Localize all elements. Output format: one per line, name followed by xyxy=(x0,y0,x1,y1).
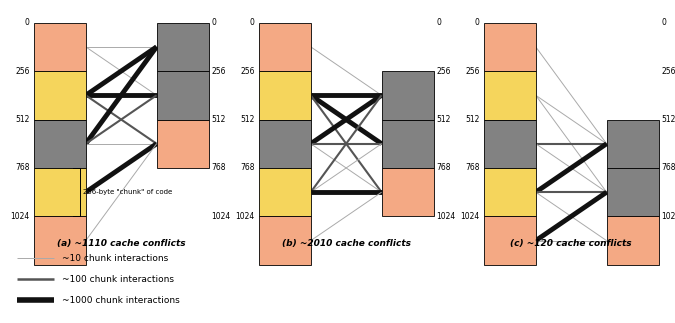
Text: 0: 0 xyxy=(662,18,666,27)
Text: (a) ~1110 cache conflicts: (a) ~1110 cache conflicts xyxy=(57,239,186,248)
Text: 0: 0 xyxy=(211,18,216,27)
Text: 0: 0 xyxy=(436,18,441,27)
Bar xyxy=(607,120,659,168)
Text: (c) ~120 cache conflicts: (c) ~120 cache conflicts xyxy=(510,239,632,248)
Text: 768: 768 xyxy=(465,163,480,172)
Bar xyxy=(157,23,209,71)
Bar xyxy=(259,71,310,120)
Text: 1024: 1024 xyxy=(436,212,456,221)
Bar xyxy=(607,216,659,265)
Text: 256-byte "chunk" of code: 256-byte "chunk" of code xyxy=(83,189,173,195)
Bar xyxy=(34,168,86,216)
Bar xyxy=(484,23,536,71)
Bar xyxy=(381,71,433,120)
Bar xyxy=(484,168,536,216)
Bar xyxy=(484,71,536,120)
Text: 1024: 1024 xyxy=(662,212,675,221)
Text: 256: 256 xyxy=(211,67,225,76)
Text: 0: 0 xyxy=(250,18,254,27)
Text: ~10 chunk interactions: ~10 chunk interactions xyxy=(62,254,168,263)
Text: 768: 768 xyxy=(211,163,225,172)
Text: 256: 256 xyxy=(465,67,480,76)
Text: 512: 512 xyxy=(16,115,30,124)
Text: 512: 512 xyxy=(211,115,225,124)
Bar xyxy=(34,23,86,71)
Text: 256: 256 xyxy=(436,67,451,76)
Text: 512: 512 xyxy=(662,115,675,124)
Text: 1024: 1024 xyxy=(460,212,480,221)
Bar xyxy=(157,120,209,168)
Text: 768: 768 xyxy=(662,163,675,172)
Text: 256: 256 xyxy=(16,67,30,76)
Bar xyxy=(34,120,86,168)
Bar xyxy=(607,168,659,216)
Text: Function A: Function A xyxy=(481,0,539,2)
Text: 1024: 1024 xyxy=(211,212,231,221)
Bar xyxy=(484,120,536,168)
Text: 512: 512 xyxy=(465,115,480,124)
Text: Function B: Function B xyxy=(379,0,437,2)
Text: 0: 0 xyxy=(25,18,30,27)
Text: 768: 768 xyxy=(240,163,254,172)
Bar xyxy=(34,71,86,120)
Text: Function A: Function A xyxy=(30,0,89,2)
Text: 256: 256 xyxy=(240,67,254,76)
Text: 512: 512 xyxy=(436,115,451,124)
Text: 768: 768 xyxy=(436,163,451,172)
Text: 512: 512 xyxy=(240,115,254,124)
Text: Function A: Function A xyxy=(255,0,314,2)
Text: Function B: Function B xyxy=(603,0,662,2)
Bar xyxy=(259,216,310,265)
Bar xyxy=(381,120,433,168)
Text: ~100 chunk interactions: ~100 chunk interactions xyxy=(62,275,174,284)
Bar xyxy=(157,71,209,120)
Text: 768: 768 xyxy=(16,163,30,172)
Bar xyxy=(34,216,86,265)
Text: ~1000 chunk interactions: ~1000 chunk interactions xyxy=(62,296,180,305)
Bar xyxy=(259,23,310,71)
Bar xyxy=(259,168,310,216)
Text: 1024: 1024 xyxy=(236,212,254,221)
Text: 256: 256 xyxy=(662,67,675,76)
Text: (b) ~2010 cache conflicts: (b) ~2010 cache conflicts xyxy=(281,239,410,248)
Text: 1024: 1024 xyxy=(10,212,30,221)
Bar xyxy=(259,120,310,168)
Text: Function B: Function B xyxy=(153,0,212,2)
Bar xyxy=(484,216,536,265)
Bar xyxy=(381,168,433,216)
Text: 0: 0 xyxy=(475,18,480,27)
